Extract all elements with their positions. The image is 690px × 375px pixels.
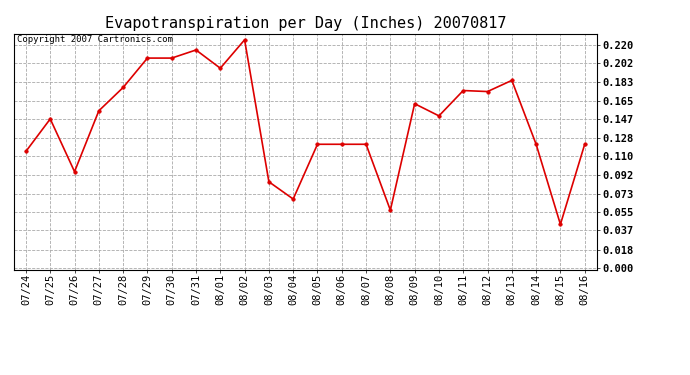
Text: Copyright 2007 Cartronics.com: Copyright 2007 Cartronics.com <box>17 35 172 44</box>
Title: Evapotranspiration per Day (Inches) 20070817: Evapotranspiration per Day (Inches) 2007… <box>105 16 506 31</box>
